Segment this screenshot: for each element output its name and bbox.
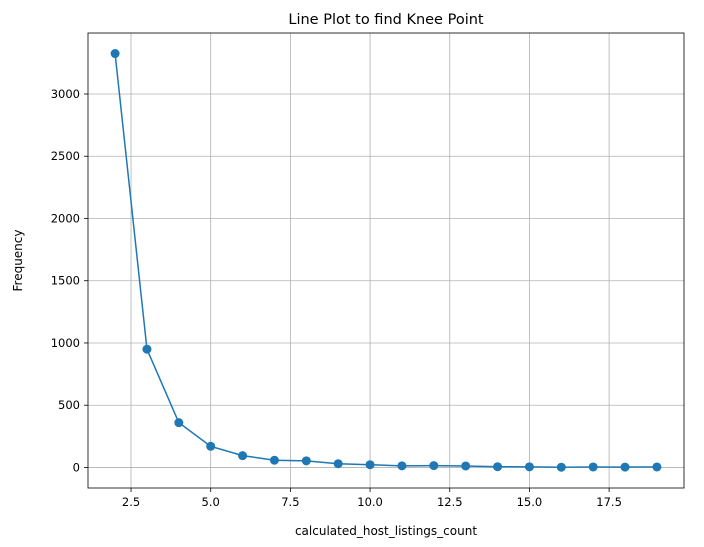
y-axis-ticks: 0 500 1000 1500 2000 2500 3000 xyxy=(51,87,88,474)
data-point xyxy=(110,49,120,59)
grid-lines xyxy=(88,33,684,488)
y-tick-label: 2000 xyxy=(51,211,80,225)
data-point xyxy=(142,344,152,354)
data-point xyxy=(174,418,184,428)
data-point xyxy=(588,462,598,472)
data-point xyxy=(206,441,216,451)
data-point xyxy=(461,461,471,471)
chart-title: Line Plot to find Knee Point xyxy=(288,12,484,28)
data-point xyxy=(333,459,343,469)
x-tick-label: 5.0 xyxy=(202,495,220,509)
x-tick-label: 12.5 xyxy=(437,495,463,509)
data-point xyxy=(269,455,279,465)
data-point xyxy=(397,461,407,471)
data-point xyxy=(301,456,311,466)
plot-frame xyxy=(87,32,685,489)
data-point xyxy=(238,451,248,461)
data-point xyxy=(493,462,503,472)
x-tick-label: 15.0 xyxy=(517,495,543,509)
data-point xyxy=(620,462,630,472)
y-tick-label: 3000 xyxy=(51,87,80,101)
x-tick-label: 7.5 xyxy=(281,495,299,509)
x-tick-label: 17.5 xyxy=(596,495,622,509)
data-point xyxy=(524,462,534,472)
x-axis-ticks: 2.5 5.0 7.5 10.0 12.5 15.0 17.5 xyxy=(122,488,622,509)
x-axis-label: calculated_host_listings_count xyxy=(295,524,477,538)
y-tick-label: 1000 xyxy=(51,336,80,350)
y-tick-label: 0 xyxy=(73,460,80,474)
y-tick-label: 1500 xyxy=(51,274,80,288)
y-axis-label: Frequency xyxy=(11,230,25,292)
series-points xyxy=(110,49,662,472)
data-point xyxy=(429,461,439,471)
series-line xyxy=(114,53,657,468)
y-tick-label: 500 xyxy=(58,398,80,412)
data-point xyxy=(652,462,662,472)
x-tick-label: 2.5 xyxy=(122,495,140,509)
data-point xyxy=(365,460,375,470)
y-tick-label: 2500 xyxy=(51,149,80,163)
data-point xyxy=(556,462,566,472)
x-tick-label: 10.0 xyxy=(357,495,383,509)
